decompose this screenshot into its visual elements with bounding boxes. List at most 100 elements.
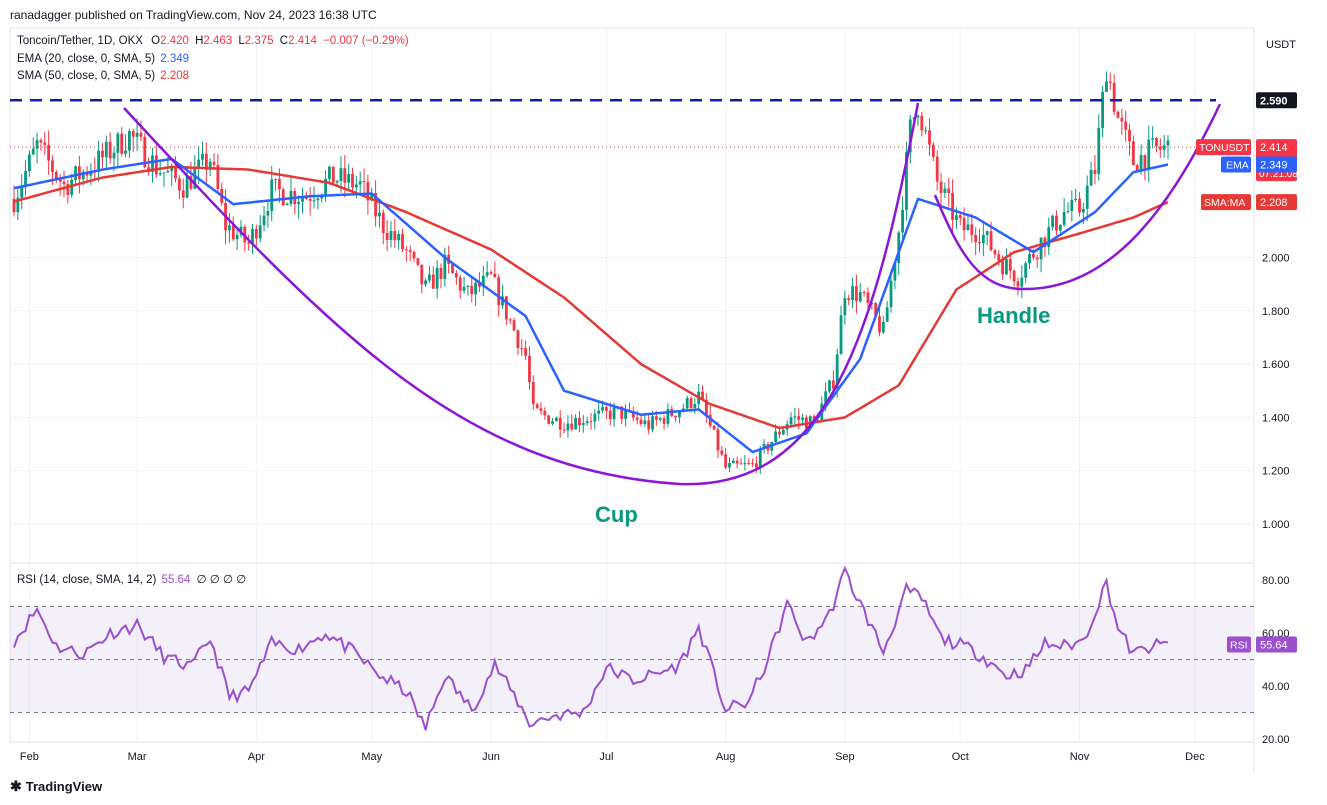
candle-body [258, 225, 262, 239]
candle-body [562, 429, 566, 431]
candle-body [274, 179, 277, 181]
candle-body [597, 410, 601, 414]
candle-body [101, 150, 104, 158]
candle-body [1024, 263, 1028, 278]
candle-body [266, 211, 270, 216]
rsi-value-badge-text: 55.64 [1260, 640, 1288, 652]
candle-body [735, 460, 739, 464]
candle-body [1158, 146, 1162, 150]
time-tick-label: Oct [952, 751, 969, 763]
candle-body [254, 228, 258, 239]
candle-body [370, 193, 374, 201]
ema-value-badge-text: 2.349 [1260, 159, 1288, 171]
candle-body [297, 201, 301, 205]
candle-body [774, 431, 778, 443]
candle-body [1085, 185, 1089, 209]
candle-body [1008, 259, 1012, 271]
candle-body [989, 231, 993, 251]
candle-body [112, 152, 116, 159]
candle-body [151, 155, 154, 172]
candle-body [1139, 155, 1143, 172]
candle-body [554, 417, 558, 422]
candle-body [1055, 215, 1058, 231]
candle-body [212, 161, 216, 165]
candle-body [1001, 260, 1004, 275]
candle-body [335, 181, 339, 183]
candle-body [362, 181, 366, 183]
candle-body [901, 209, 904, 233]
rsi-legend-value: 55.64 [161, 574, 191, 586]
candle-body [462, 287, 466, 291]
candle-body [1074, 198, 1078, 200]
time-tick-label: Dec [1185, 751, 1205, 763]
rsi-legend: RSI (14, close, SMA, 14, 2) 55.64 ∅ ∅ ∅ … [17, 572, 246, 586]
candle-body [997, 254, 1001, 261]
currency-label: USDT [1266, 39, 1296, 51]
candle-body [328, 166, 331, 179]
candle-body [81, 171, 85, 180]
candle-body [1093, 169, 1097, 174]
candle-body [731, 460, 735, 464]
candle-body [581, 423, 585, 426]
candle-body [478, 282, 481, 287]
candle-body [262, 215, 266, 226]
close-label: C [279, 35, 289, 47]
candle-body [512, 320, 516, 331]
price-tick-label: 1.000 [1262, 519, 1290, 531]
candle-body [1108, 81, 1112, 83]
candle-body [70, 179, 74, 195]
candle-body [789, 417, 793, 425]
candle-body [639, 419, 643, 424]
candle-body [66, 183, 70, 195]
candle-body [378, 212, 381, 217]
candle-body [843, 298, 847, 316]
footer-brand[interactable]: ✱ TradingView [10, 778, 102, 795]
high-value: 2.463 [203, 35, 233, 47]
candle-body [120, 133, 124, 154]
candle-body [608, 410, 612, 420]
candle-body [1143, 155, 1147, 170]
candle-body [881, 321, 885, 333]
time-tick-label: Feb [20, 751, 39, 763]
candle-body [516, 330, 520, 349]
candle-body [1120, 118, 1124, 122]
candle-body [1016, 281, 1020, 287]
ema20-line [13, 157, 1169, 454]
candle-body [208, 161, 212, 170]
candle-body [178, 178, 181, 191]
candle-body [1112, 82, 1116, 112]
candle-body [251, 228, 254, 244]
candle-body [958, 215, 962, 219]
candle-body [170, 166, 174, 172]
candle-body [154, 155, 158, 175]
candle-body [454, 273, 458, 278]
low-label: L [238, 35, 245, 47]
candle-body [685, 398, 689, 409]
candle-body [1028, 254, 1031, 264]
candle-body [281, 189, 285, 206]
candle-body [908, 119, 912, 153]
candle-body [1078, 198, 1081, 213]
candle-body [474, 282, 477, 295]
candle-body [185, 175, 189, 198]
ema-legend-value: 2.349 [160, 53, 190, 65]
candle-body [485, 272, 489, 276]
candle-body [1128, 129, 1131, 142]
candle-body [574, 418, 578, 430]
footer-brand-label: TradingView [25, 779, 103, 794]
candle-body [1151, 138, 1155, 140]
candle-body [77, 166, 81, 180]
candle-body [43, 142, 47, 145]
candle-body [678, 411, 681, 418]
rsi-pane [9, 562, 1255, 743]
candle-body [558, 417, 562, 430]
candle-body [374, 193, 377, 217]
candle-body [1051, 215, 1054, 228]
publisher-line: ranadagger published on TradingView.com,… [10, 8, 377, 22]
candle-body [878, 316, 881, 333]
candle-body [166, 171, 170, 173]
ema-legend-label: EMA (20, close, 0, SMA, 5) [17, 53, 156, 65]
candle-body [1012, 270, 1016, 282]
candle-body [443, 254, 447, 279]
candle-body [451, 263, 454, 274]
